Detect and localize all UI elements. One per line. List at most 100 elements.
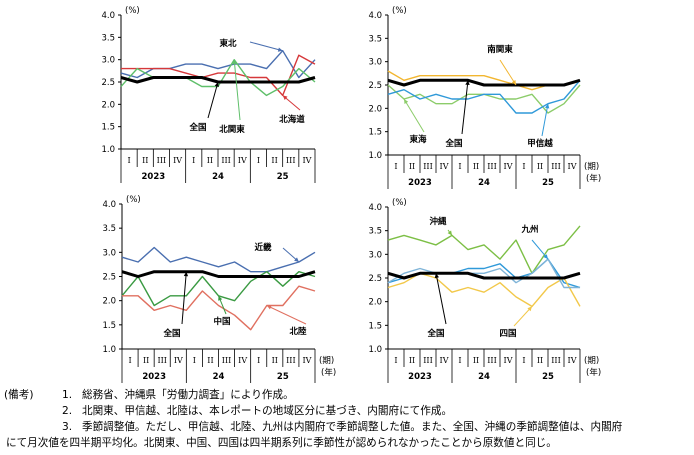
y-tick-label: 3.5 <box>101 33 115 43</box>
x-tick-label: I <box>522 356 525 365</box>
y-tick-label: 3.0 <box>368 58 382 68</box>
series-label: 甲信越 <box>527 138 553 149</box>
x-year-label: 2023 <box>408 372 432 382</box>
chart-grid: 1.01.52.02.53.03.54.0 (%)I II III IV I II III IV… <box>101 6 601 383</box>
x-unit-label: (期) <box>584 356 599 366</box>
series-arrowhead <box>294 257 299 262</box>
x-tick-label: IV <box>440 162 449 171</box>
x-tick-label: IV <box>238 156 247 165</box>
series-label: 東北 <box>219 38 237 49</box>
chart-panel-1: 1.01.52.02.53.03.54.0 (%)I II III IV I II III IV… <box>101 6 316 183</box>
y-tick-label: 3.5 <box>102 224 116 234</box>
y-tick-label: 4.0 <box>102 200 116 210</box>
y-tick-label: 4.0 <box>368 11 382 21</box>
note-line-2: 2. 北関東、甲信越、北陸は、本レポートの地域区分に基づき、内閣府にて作成。 <box>0 403 694 419</box>
y-tick-label: 4.0 <box>101 11 115 21</box>
series-line-沖縄 <box>387 225 581 274</box>
note-text: 季節調整値。ただし、甲信越、北陸、九州は内閣府で季節調整した値。また、全国、沖縄… <box>82 421 623 433</box>
series-label: 北海道 <box>279 114 305 125</box>
note-line-1: (備考) 1. 総務省、沖縄県「労働力調査」により作成。 <box>0 387 694 403</box>
x-tick-label: II <box>207 156 213 165</box>
y-tick-label: 1.5 <box>102 321 116 331</box>
x-tick-label: I <box>257 156 260 165</box>
series-arrow <box>499 59 517 86</box>
y-unit-label: (%) <box>392 198 407 208</box>
y-tick-label: 3.0 <box>368 250 382 260</box>
series-arrow <box>207 81 219 119</box>
y-tick-label: 2.5 <box>368 274 382 284</box>
x-tick-label: II <box>409 356 415 365</box>
series-arrow <box>435 273 447 325</box>
x-tick-label: II <box>473 162 479 171</box>
series-arrowhead <box>232 59 237 65</box>
x-tick-label: II <box>272 356 278 365</box>
note-text: 総務省、沖縄県「労働力調査」により作成。 <box>82 389 294 401</box>
series-label: 九州 <box>520 224 538 235</box>
series-label: 四国 <box>499 328 516 339</box>
x-tick-label: II <box>537 356 543 365</box>
series-label: 全国 <box>162 328 180 339</box>
series-arrowhead <box>447 230 452 236</box>
x-year-label: 24 <box>478 178 490 188</box>
note-text: にて月次値を四半期平均化。北関東、中国、四国は四半期系列に季節性が認められなかっ… <box>6 437 557 449</box>
series-label: 南関東 <box>487 44 513 55</box>
x-tick-label: IV <box>238 356 247 365</box>
series-arrow <box>266 305 307 325</box>
x-unit-label: (期) <box>584 162 599 172</box>
series-arrow <box>461 80 469 135</box>
note-line-3: 3. 季節調整値。ただし、甲信越、北陸、九州は内閣府で季節調整した値。また、全国… <box>0 419 694 435</box>
x-tick-label: II <box>473 356 479 365</box>
note-number: 1. <box>62 389 73 401</box>
series-line-全国 <box>387 78 581 87</box>
x-tick-label: III <box>157 356 166 365</box>
notes-prefix: (備考) <box>4 389 34 401</box>
y-tick-label: 2.0 <box>368 298 382 308</box>
x-tick-label: I <box>257 356 260 365</box>
y-tick-label: 3.0 <box>102 248 116 258</box>
x-tick-label: II <box>142 156 148 165</box>
chart-panel-4: 1.01.52.02.53.03.54.0 (%)I II III IV I II III IV… <box>368 198 601 383</box>
x-unit-label: (年) <box>321 367 336 378</box>
series-arrowhead <box>465 80 470 85</box>
series-line-北陸 <box>122 285 316 331</box>
y-unit-label: (%) <box>125 6 140 16</box>
y-tick-label: 3.5 <box>368 227 382 237</box>
x-year-label: 2023 <box>142 372 166 382</box>
chart-panel-2: 1.01.52.02.53.03.54.0 (%)I II III IV I II III IV… <box>368 6 601 189</box>
x-unit-label: (期) <box>319 356 334 366</box>
x-year-label: 24 <box>213 372 225 382</box>
x-year-label: 24 <box>212 172 224 182</box>
series-line-全国 <box>121 270 316 278</box>
series-arrowhead <box>218 295 223 301</box>
y-unit-label: (%) <box>126 195 141 205</box>
x-tick-label: I <box>128 356 131 365</box>
x-tick-label: II <box>143 356 149 365</box>
x-tick-label: I <box>193 356 196 365</box>
y-tick-label: 1.0 <box>101 145 115 155</box>
note-number: 2. <box>62 405 73 417</box>
x-tick-label: III <box>221 156 230 165</box>
x-tick-label: IV <box>174 356 183 365</box>
x-tick-label: I <box>192 156 195 165</box>
series-arrowhead <box>277 47 283 52</box>
series-label: 全国 <box>188 122 206 133</box>
x-tick-label: III <box>551 162 560 171</box>
y-tick-label: 2.0 <box>368 104 382 114</box>
y-tick-label: 2.5 <box>101 78 115 88</box>
x-tick-label: I <box>394 162 397 171</box>
series-arrowhead <box>404 99 409 104</box>
x-tick-label: IV <box>173 156 182 165</box>
series-arrowhead <box>545 103 550 109</box>
series-arrow <box>233 59 241 121</box>
x-year-label: 25 <box>542 372 554 382</box>
series-label: 近畿 <box>254 242 272 253</box>
x-tick-label: IV <box>302 356 311 365</box>
x-tick-label: IV <box>440 356 449 365</box>
series-label: 中国 <box>213 316 230 327</box>
y-tick-label: 3.0 <box>101 56 115 66</box>
note-text: 北関東、甲信越、北陸は、本レポートの地域区分に基づき、内閣府にて作成。 <box>82 405 453 417</box>
chart-panel-3: 1.01.52.02.53.03.54.0 (%)I II III IV I II III IV… <box>102 195 336 383</box>
x-year-label: 25 <box>277 172 289 182</box>
x-tick-label: III <box>551 356 560 365</box>
x-year-label: 25 <box>542 178 554 188</box>
